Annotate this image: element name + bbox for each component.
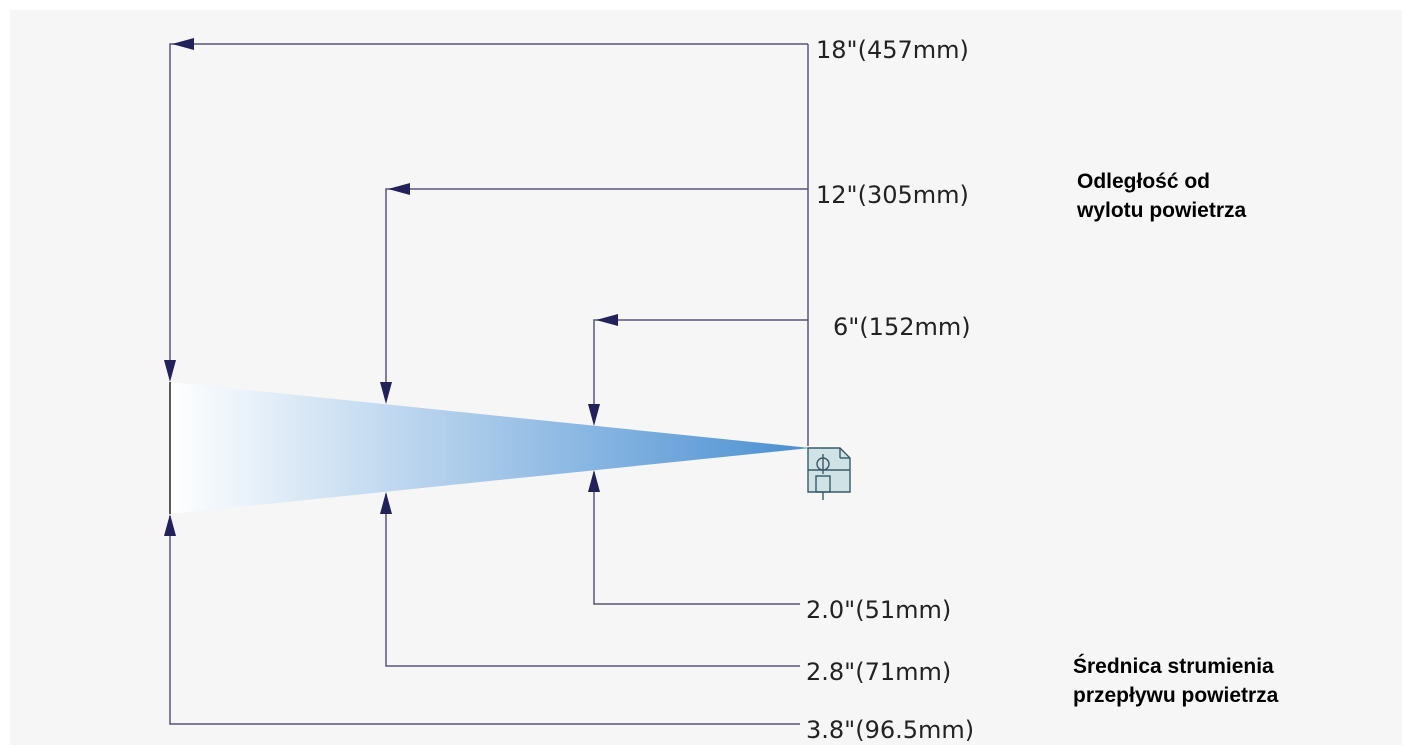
distance-label-18in: 18"(457mm) <box>816 36 969 64</box>
distance-dimensions <box>169 43 809 446</box>
arrowhead-left-12in <box>388 183 410 195</box>
distance-label-12in: 12"(305mm) <box>816 181 969 209</box>
caption-diameter-line2: przepływu powietrza <box>1073 684 1279 707</box>
caption-distance: Odległość od wylotu powietrza <box>1077 167 1246 225</box>
arrowhead-up-38in <box>164 514 176 536</box>
diameter-arrowheads <box>164 470 600 536</box>
arrowhead-down-12in <box>380 382 392 404</box>
diameter-line-2in <box>593 472 800 605</box>
diameter-line-38in <box>169 516 800 725</box>
arrowhead-up-2in <box>588 470 600 492</box>
arrowhead-down-18in <box>164 360 176 382</box>
caption-diameter-line1: Średnica strumienia <box>1073 655 1274 678</box>
caption-distance-line1: Odległość od <box>1077 170 1211 193</box>
arrowhead-up-28in <box>380 492 392 514</box>
caption-diameter: Średnica strumienia przepływu powietrza <box>1073 652 1278 710</box>
distance-label-6in: 6"(152mm) <box>833 313 971 341</box>
caption-distance-line2: wylotu powietrza <box>1077 199 1247 222</box>
distance-line-6in <box>593 319 808 422</box>
distance-line-18in <box>169 43 808 372</box>
arrowhead-left-18in <box>172 38 194 50</box>
diameter-line-28in <box>385 494 800 667</box>
distance-arrowheads <box>164 38 618 426</box>
diagram-panel <box>10 10 1402 745</box>
arrowhead-down-6in <box>588 404 600 426</box>
diameter-label-2in: 2.0"(51mm) <box>806 596 951 624</box>
arrowhead-left-6in <box>596 314 618 326</box>
diameter-dimensions <box>169 472 800 725</box>
diameter-label-38in: 3.8"(96.5mm) <box>806 716 974 744</box>
diameter-label-28in: 2.8"(71mm) <box>806 658 951 686</box>
air-jet-cone <box>170 382 810 514</box>
distance-line-12in <box>385 188 808 400</box>
air-nozzle-icon <box>807 447 851 500</box>
